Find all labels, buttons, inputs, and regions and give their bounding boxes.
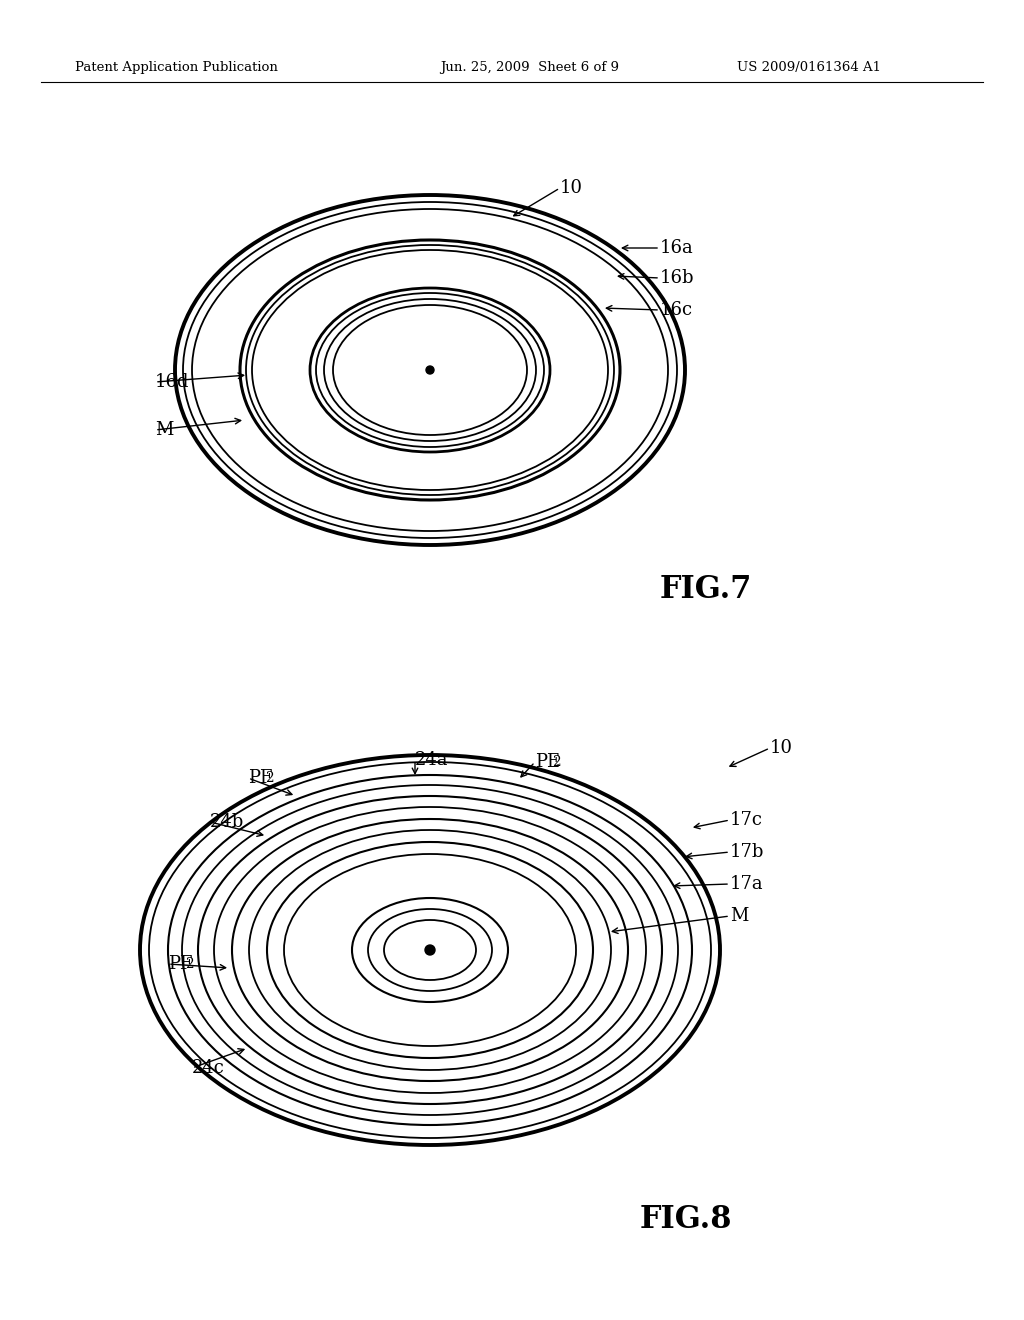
Text: 24b: 24b	[210, 813, 245, 832]
Text: FIG.7: FIG.7	[660, 574, 753, 606]
Text: 17b: 17b	[730, 843, 764, 861]
Text: 16c: 16c	[660, 301, 693, 319]
Text: 10: 10	[560, 180, 583, 197]
Circle shape	[425, 945, 435, 954]
Text: 17c: 17c	[730, 810, 763, 829]
Text: PF: PF	[248, 770, 272, 787]
Text: M: M	[730, 907, 749, 925]
Text: 16a: 16a	[660, 239, 693, 257]
Circle shape	[426, 366, 434, 374]
Text: Jun. 25, 2009  Sheet 6 of 9: Jun. 25, 2009 Sheet 6 of 9	[440, 62, 620, 74]
Text: PF: PF	[168, 954, 193, 973]
Text: M: M	[155, 421, 173, 440]
Text: 10: 10	[770, 739, 793, 756]
Text: 17a: 17a	[730, 875, 764, 894]
Text: 24c: 24c	[193, 1059, 225, 1077]
Text: 2: 2	[552, 755, 561, 770]
Text: 16d: 16d	[155, 374, 189, 391]
Text: 2: 2	[265, 771, 274, 785]
Text: 24a: 24a	[415, 751, 449, 770]
Text: Patent Application Publication: Patent Application Publication	[75, 62, 278, 74]
Text: PE: PE	[535, 752, 560, 771]
Text: 2: 2	[185, 957, 194, 972]
Text: FIG.8: FIG.8	[640, 1204, 732, 1236]
Text: US 2009/0161364 A1: US 2009/0161364 A1	[737, 62, 882, 74]
Text: 16b: 16b	[660, 269, 694, 286]
